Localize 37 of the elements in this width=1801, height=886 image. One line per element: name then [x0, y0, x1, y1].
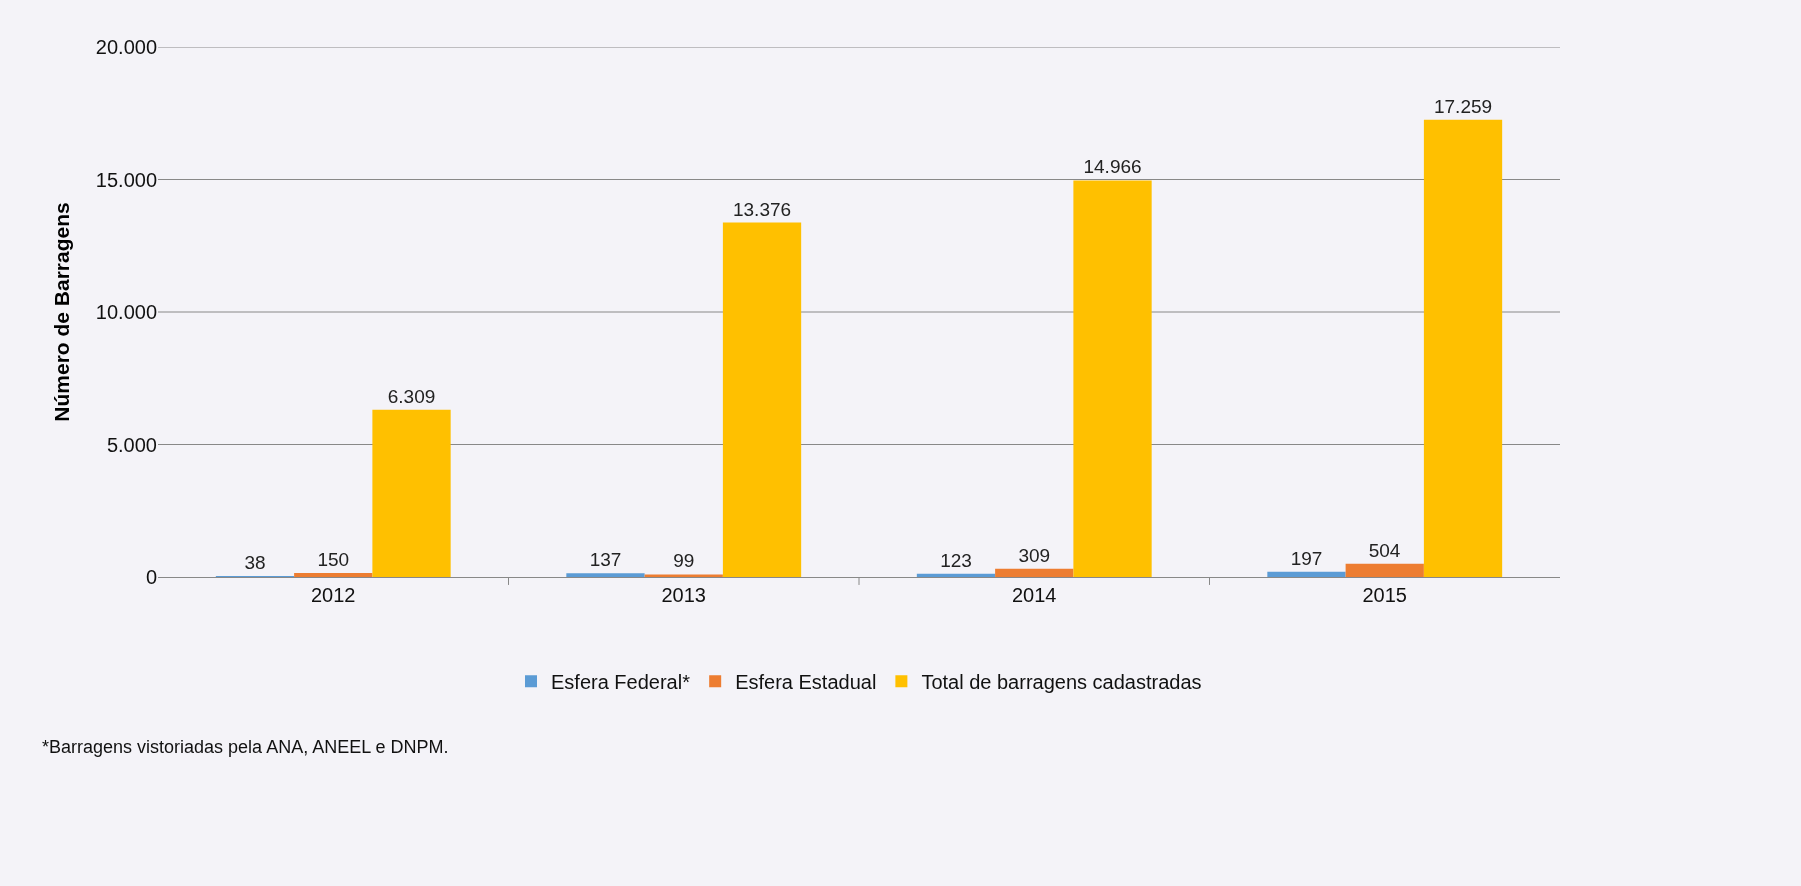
y-tick-label: 0	[145, 566, 157, 588]
bar	[916, 573, 996, 577]
legend-label: Esfera Federal*	[551, 671, 691, 694]
y-tick-label: 5.000	[106, 433, 157, 456]
x-tick-label: 2013	[661, 584, 706, 606]
bar	[722, 222, 802, 577]
y-tick-label: 20.000	[95, 36, 157, 58]
bar	[566, 573, 645, 577]
text: *Barragens vistoriadas pela ANA, ANEEL e DNPM.	[42, 737, 449, 757]
bar	[1267, 571, 1346, 577]
legend-label: Esfera Estadual	[735, 671, 877, 694]
bar	[1423, 119, 1503, 577]
y-axis-title: Número de Barragens	[49, 202, 73, 422]
data-label: 13.376	[732, 198, 792, 220]
x-tick-label: 2014	[1012, 584, 1057, 606]
bar	[372, 409, 451, 577]
data-label: 504	[1368, 539, 1401, 561]
data-label: 137	[589, 549, 622, 571]
x-tick-label: 2015	[1362, 584, 1407, 606]
y-tick-label: 15.000	[95, 168, 157, 191]
data-label: 123	[940, 549, 972, 571]
data-label: 150	[317, 549, 350, 571]
data-label: 38	[244, 551, 266, 573]
data-label: 6.309	[387, 385, 436, 407]
bar	[1073, 180, 1152, 577]
bar	[644, 574, 723, 577]
bar	[995, 568, 1074, 577]
bar	[294, 573, 373, 577]
data-label: 99	[673, 550, 695, 572]
data-label: 17.259	[1433, 95, 1493, 117]
x-tick-label: 2012	[311, 584, 356, 606]
data-label: 197	[1290, 547, 1323, 569]
bar	[1345, 563, 1424, 577]
legend-label: Total de barragens cadastradas	[921, 671, 1202, 694]
y-tick-label: 10.000	[95, 301, 157, 323]
data-label: 14.966	[1083, 156, 1142, 178]
data-label: 309	[1018, 544, 1051, 566]
